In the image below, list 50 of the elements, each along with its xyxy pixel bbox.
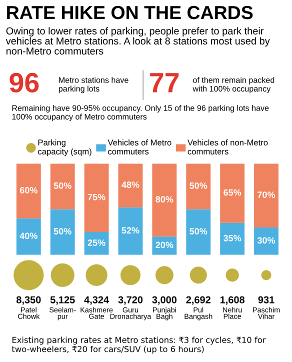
legend-label: Vehicles of non-Metro commuters — [187, 139, 268, 154]
text: Metro stations have parking lots — [58, 76, 128, 94]
data-label: 48% — [122, 182, 140, 188]
data-label: 80% — [156, 196, 174, 203]
data-label: 50% — [54, 228, 72, 234]
data-label: 8,350 — [16, 296, 41, 305]
data-label: 25% — [88, 239, 106, 246]
bar — [84, 164, 109, 232]
bar — [152, 164, 177, 237]
bar — [186, 209, 211, 255]
data-label: 30% — [257, 237, 276, 244]
data-label: 70% — [258, 192, 276, 198]
data-label: 65% — [224, 189, 242, 196]
bar — [118, 164, 143, 208]
bar — [50, 164, 75, 210]
legend-label: Vehicles of Metro commuters — [108, 139, 172, 154]
bar — [16, 218, 41, 255]
text: Remaining have 90-95% occupancy. Only 15 of the 96 parking lots have 100% occupancy of Metro commuters — [12, 104, 269, 122]
chart-subtitle: Owing to lower rates of parking, people prefer to park their vehicles at Metro stations. A look at 8 stations most used by non-Metro commuters — [6, 27, 270, 55]
bar — [254, 164, 278, 228]
data-label: 1,608 — [220, 296, 245, 305]
text: Existing parking rates at Metro stations: ₹3 for cycles, ₹10 for two-wheelers, ₹20 for cars/SUV (up to 6 hours) — [12, 336, 266, 354]
text: 96 — [10, 72, 39, 93]
bar — [186, 164, 211, 210]
data-label: 40% — [20, 232, 38, 240]
text: 77 — [150, 73, 179, 92]
bar — [16, 164, 41, 218]
data-label: 3,000 — [152, 296, 177, 305]
data-label: 931 — [258, 296, 274, 304]
legend-label: Parking capacity (sqm) — [38, 139, 92, 156]
bar — [118, 207, 143, 255]
data-label: 52% — [122, 227, 140, 234]
data-label: 2,692 — [186, 296, 210, 305]
data-label: 20% — [156, 242, 174, 248]
data-label: 50% — [54, 182, 72, 189]
data-label: 3,720 — [118, 296, 143, 305]
data-label: 60% — [20, 187, 38, 194]
bar — [220, 164, 245, 223]
text: of them remain packed with 100% occupancy — [192, 76, 274, 94]
data-label: 4,324 — [84, 296, 109, 305]
bar — [254, 227, 278, 255]
chart-title: RATE HIKE ON THE CARDS — [7, 6, 253, 20]
bar — [84, 232, 109, 255]
data-label: 75% — [88, 194, 106, 200]
data-label: 5,125 — [50, 296, 75, 305]
bar — [50, 209, 75, 255]
data-label: 35% — [223, 234, 242, 242]
data-label: 50% — [190, 228, 208, 234]
data-label: 50% — [190, 182, 208, 189]
bar — [220, 222, 245, 255]
